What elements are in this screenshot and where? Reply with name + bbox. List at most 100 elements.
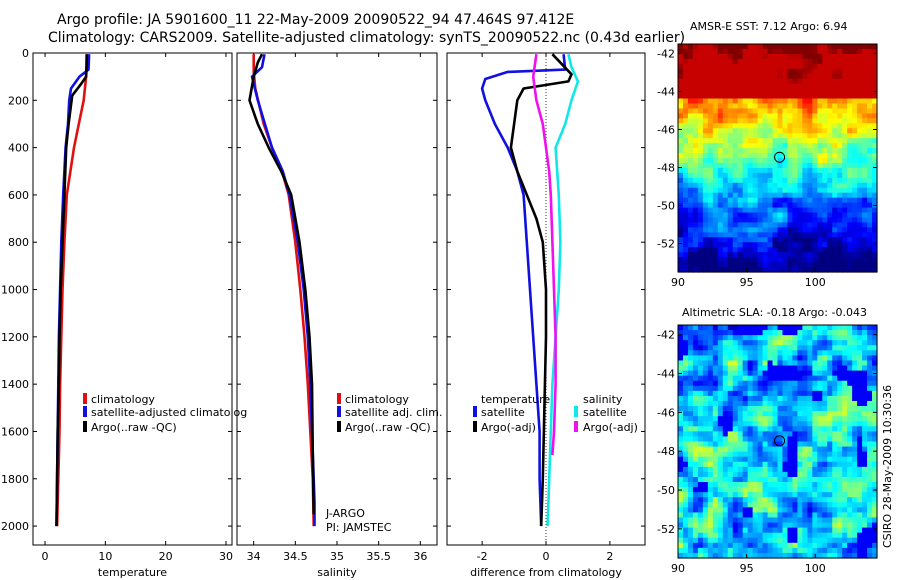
map-cell: [852, 441, 858, 448]
map-cell: [822, 247, 828, 253]
map-cell: [827, 512, 833, 519]
map-cell: [857, 197, 863, 204]
map-cell: [832, 426, 838, 432]
map-cell: [807, 212, 813, 219]
map-cell: [827, 456, 833, 463]
map-cell: [717, 217, 724, 224]
map-cell: [692, 330, 699, 336]
map-cell: [777, 202, 784, 209]
map-cell: [867, 527, 873, 534]
map-cell: [812, 68, 818, 75]
map-cell: [737, 476, 744, 483]
map-cell: [822, 421, 828, 427]
map-cell: [737, 58, 744, 65]
map-cell: [782, 222, 789, 228]
map-cell: [832, 88, 838, 95]
map-cell: [732, 202, 739, 209]
map-cell: [867, 325, 873, 331]
map-cell: [782, 461, 789, 468]
map-cell: [687, 78, 694, 85]
map-cell: [692, 103, 699, 110]
map-cell: [827, 63, 833, 70]
map-cell: [737, 325, 744, 331]
map-cell: [767, 167, 774, 174]
map-cell: [757, 148, 764, 154]
map-cell: [707, 380, 714, 387]
map-cell: [737, 162, 744, 169]
map-cell: [732, 232, 739, 238]
map-cell: [727, 335, 734, 341]
map-cell: [837, 103, 843, 110]
map-cell: [822, 507, 828, 514]
map-cell: [777, 197, 784, 204]
map-cell: [837, 441, 843, 448]
map-cell: [722, 355, 729, 362]
map-cell: [707, 108, 714, 114]
map-cell: [732, 370, 739, 377]
map-cell: [862, 547, 868, 554]
map-cell: [842, 390, 848, 397]
map-cell: [792, 153, 798, 159]
map-cell: [852, 123, 858, 129]
map-cell: [797, 380, 803, 387]
map-cell: [852, 217, 858, 224]
map-cell: [747, 207, 754, 214]
map-cell: [777, 158, 784, 164]
map-cell: [852, 143, 858, 149]
map-cell: [782, 167, 789, 174]
map-cell: [782, 232, 789, 238]
map-cell: [678, 44, 684, 50]
map-cell: [782, 133, 789, 139]
map-cell: [767, 197, 774, 204]
map-cell: [852, 350, 858, 356]
map-cell: [762, 542, 769, 549]
map-cell: [702, 547, 709, 554]
map-cell: [822, 431, 828, 438]
map-cell: [697, 78, 704, 85]
map-cell: [752, 492, 759, 498]
map-cell: [802, 507, 808, 514]
map-cell: [822, 262, 828, 268]
map-cell: [792, 68, 798, 75]
map-cell: [807, 162, 813, 169]
map-cell: [692, 375, 699, 382]
map-cell: [687, 426, 694, 432]
map-cell: [692, 98, 699, 105]
map-cell: [842, 482, 848, 488]
map-cell: [867, 118, 873, 124]
map-cell: [742, 552, 749, 559]
map-cell: [792, 207, 798, 214]
map-cell: [678, 128, 684, 134]
map-cell: [767, 400, 774, 407]
map-cell: [737, 416, 744, 422]
map-cell: [852, 148, 858, 154]
map-cell: [847, 487, 853, 493]
map-cell: [717, 262, 724, 268]
map-cell: [817, 466, 823, 473]
map-cell: [812, 187, 818, 194]
map-cell: [737, 257, 744, 263]
map-cell: [787, 431, 794, 438]
x-tick-label: -2: [477, 550, 488, 563]
map-cell: [732, 143, 739, 149]
map-cell: [762, 128, 769, 134]
map-cell: [757, 466, 764, 473]
map-cell: [687, 242, 694, 248]
map-cell: [827, 350, 833, 356]
map-cell: [857, 507, 863, 514]
map-cell: [678, 532, 684, 539]
map-cell: [747, 88, 754, 95]
map-cell: [852, 58, 858, 65]
map-cell: [822, 212, 828, 219]
map-cell: [702, 88, 709, 95]
map-cell: [717, 527, 724, 534]
map-cell: [717, 78, 724, 85]
map-cell: [802, 466, 808, 473]
map-cell: [792, 58, 798, 65]
map-cell: [737, 103, 744, 110]
map-cell: [852, 118, 858, 124]
map-cell: [852, 482, 858, 488]
map-cell: [737, 83, 744, 90]
map-cell: [787, 242, 794, 248]
map-cell: [712, 88, 719, 95]
